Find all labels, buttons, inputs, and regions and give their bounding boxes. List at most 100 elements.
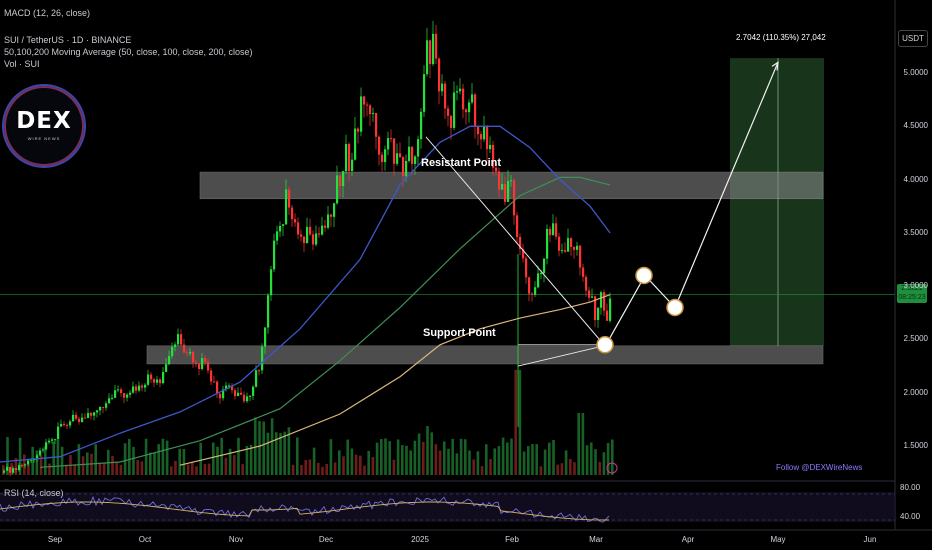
candle-body — [135, 386, 138, 391]
candle-body — [504, 183, 507, 202]
price-tick: 4.5000 — [903, 121, 928, 131]
candle-body — [198, 363, 201, 369]
candle-body — [390, 138, 393, 140]
volume-bar — [602, 452, 606, 475]
candle-body — [549, 228, 552, 236]
dex-logo: DEX WIRE NEWS — [2, 84, 86, 168]
candle-body — [291, 207, 294, 220]
target-box — [730, 58, 824, 346]
price-tick: 3.5000 — [903, 227, 928, 237]
candle-body — [363, 96, 366, 105]
volume-bar — [581, 413, 585, 475]
candle-body — [402, 157, 405, 177]
candle-body — [120, 389, 123, 394]
volume-bar — [468, 450, 471, 475]
candle-body — [54, 439, 57, 441]
volume-bar — [191, 461, 194, 475]
volume-bar — [132, 446, 135, 475]
countdown: 08:25:23 — [898, 294, 926, 301]
candle-body — [237, 392, 240, 397]
candle-body — [69, 421, 72, 426]
candle-body — [459, 88, 462, 92]
volume-legend[interactable]: Vol · SUI — [4, 59, 40, 69]
currency-badge[interactable]: USDT — [898, 30, 928, 47]
volume-bar — [6, 437, 9, 475]
candle-body — [96, 410, 99, 413]
volume-bar — [258, 421, 261, 475]
candle-body — [564, 250, 567, 252]
candle-body — [396, 153, 399, 164]
candle-body — [45, 442, 48, 450]
candle-body — [597, 307, 600, 321]
candle-body — [165, 364, 168, 372]
volume-bar — [178, 448, 181, 475]
candle-body — [9, 466, 12, 473]
volume-bar — [501, 437, 505, 475]
volume-bar — [77, 444, 81, 475]
volume-bar — [350, 448, 354, 475]
volume-bar — [60, 446, 64, 475]
macd-label[interactable]: MACD (12, 26, close) — [4, 8, 91, 18]
volume-bar — [434, 444, 438, 475]
candle-body — [36, 455, 39, 460]
volume-bar — [73, 464, 76, 475]
candle-body — [591, 296, 594, 298]
candle-body — [519, 236, 522, 250]
candle-body — [501, 183, 504, 190]
bounce-circle — [596, 336, 614, 354]
candle-body — [441, 83, 444, 92]
candle-body — [405, 160, 408, 177]
volume-bar — [144, 438, 148, 475]
candle-body — [432, 33, 435, 65]
candle-body — [414, 156, 417, 164]
volume-bar — [224, 457, 228, 475]
time-tick: Sep — [47, 535, 63, 544]
candle-body — [492, 144, 495, 168]
candle-body — [582, 267, 585, 277]
candle-body — [384, 149, 387, 163]
peak-circle — [635, 266, 653, 285]
volume-bar — [560, 463, 564, 475]
volume-bar — [102, 462, 106, 475]
volume-bar — [367, 450, 370, 475]
candle-body — [129, 392, 132, 395]
candle-body — [204, 358, 207, 362]
candle-body — [555, 223, 558, 237]
volume-bar — [312, 447, 316, 475]
candle-body — [186, 352, 189, 354]
ma50-line — [0, 125, 611, 463]
volume-bar — [455, 453, 459, 475]
candle-body — [525, 258, 528, 278]
volume-bar — [464, 439, 467, 475]
volume-bar — [149, 452, 152, 475]
time-tick: May — [770, 535, 786, 544]
candle-body — [540, 273, 543, 275]
volume-bar — [233, 455, 236, 475]
symbol-title[interactable]: SUI / TetherUS · 1D · BINANCE — [4, 35, 132, 45]
rsi-axis-80: 80.00 — [900, 483, 921, 492]
volume-bar — [375, 442, 379, 475]
volume-bar — [485, 444, 488, 475]
candle-body — [567, 238, 570, 252]
rsi-label[interactable]: RSI (14, close) — [4, 488, 64, 498]
candle-body — [279, 225, 282, 232]
volume-bar — [270, 418, 274, 475]
volume-bar — [333, 462, 337, 475]
rsi-band — [0, 492, 895, 522]
volume-bar — [426, 426, 429, 475]
candle-body — [603, 292, 606, 311]
candle-body — [411, 146, 414, 164]
volume-bar — [342, 456, 345, 475]
candle-body — [213, 381, 216, 383]
candle-body — [306, 226, 309, 244]
volume-bar — [422, 441, 425, 475]
volume-bar — [199, 442, 202, 475]
price-tick: 4.0000 — [903, 174, 928, 184]
candle-body — [327, 214, 330, 228]
volume-bar — [480, 466, 484, 475]
ma-legend[interactable]: 50,100,200 Moving Average (50, close, 10… — [4, 47, 253, 57]
candle-body — [222, 389, 225, 399]
volume-bar — [245, 446, 249, 475]
candle-body — [588, 290, 591, 298]
